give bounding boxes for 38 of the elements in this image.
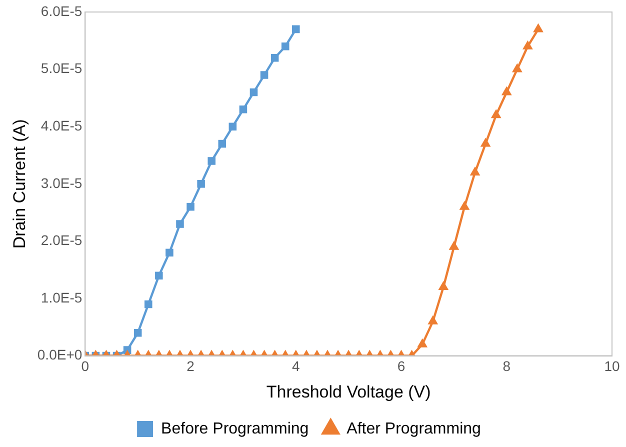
legend-label: Before Programming bbox=[161, 420, 309, 438]
point bbox=[228, 122, 237, 130]
y-tick-label: 3.0E-5 bbox=[40, 174, 82, 191]
point bbox=[459, 200, 470, 210]
point bbox=[197, 180, 205, 188]
y-tick-label: 5.0E-5 bbox=[40, 60, 82, 76]
point bbox=[512, 63, 522, 72]
point bbox=[490, 109, 502, 118]
point bbox=[281, 42, 290, 50]
point bbox=[239, 106, 248, 114]
x-tick-label: 0 bbox=[81, 358, 90, 374]
point bbox=[470, 166, 480, 176]
y-tick-label: 1.0E-5 bbox=[40, 289, 82, 306]
point bbox=[186, 202, 194, 211]
x-tick-label: 4 bbox=[292, 358, 300, 374]
point bbox=[480, 138, 491, 147]
x-axis-title: Threshold Voltage (V) bbox=[266, 382, 431, 402]
point bbox=[270, 54, 279, 62]
x-tick-label: 2 bbox=[186, 358, 195, 374]
y-tick-label: 0.0E+0 bbox=[37, 346, 82, 363]
x-tick-label: 6 bbox=[397, 358, 406, 374]
point bbox=[417, 338, 428, 348]
y-tick-label: 2.0E-5 bbox=[40, 232, 82, 248]
point bbox=[292, 25, 300, 34]
y-tick-label: 6.0E-5 bbox=[40, 2, 82, 19]
y-axis-title: Drain Current (A) bbox=[10, 119, 29, 249]
x-tick-label: 10 bbox=[604, 358, 620, 374]
point bbox=[438, 281, 449, 290]
point bbox=[448, 240, 460, 250]
point bbox=[260, 71, 268, 79]
point bbox=[250, 88, 258, 96]
point bbox=[501, 86, 512, 96]
point bbox=[208, 157, 216, 165]
y-tick-label: 4.0E-5 bbox=[40, 117, 82, 134]
point bbox=[218, 140, 226, 148]
x-tick-label: 8 bbox=[502, 358, 511, 374]
point bbox=[428, 315, 438, 324]
legend-label: After Programming bbox=[346, 420, 481, 438]
